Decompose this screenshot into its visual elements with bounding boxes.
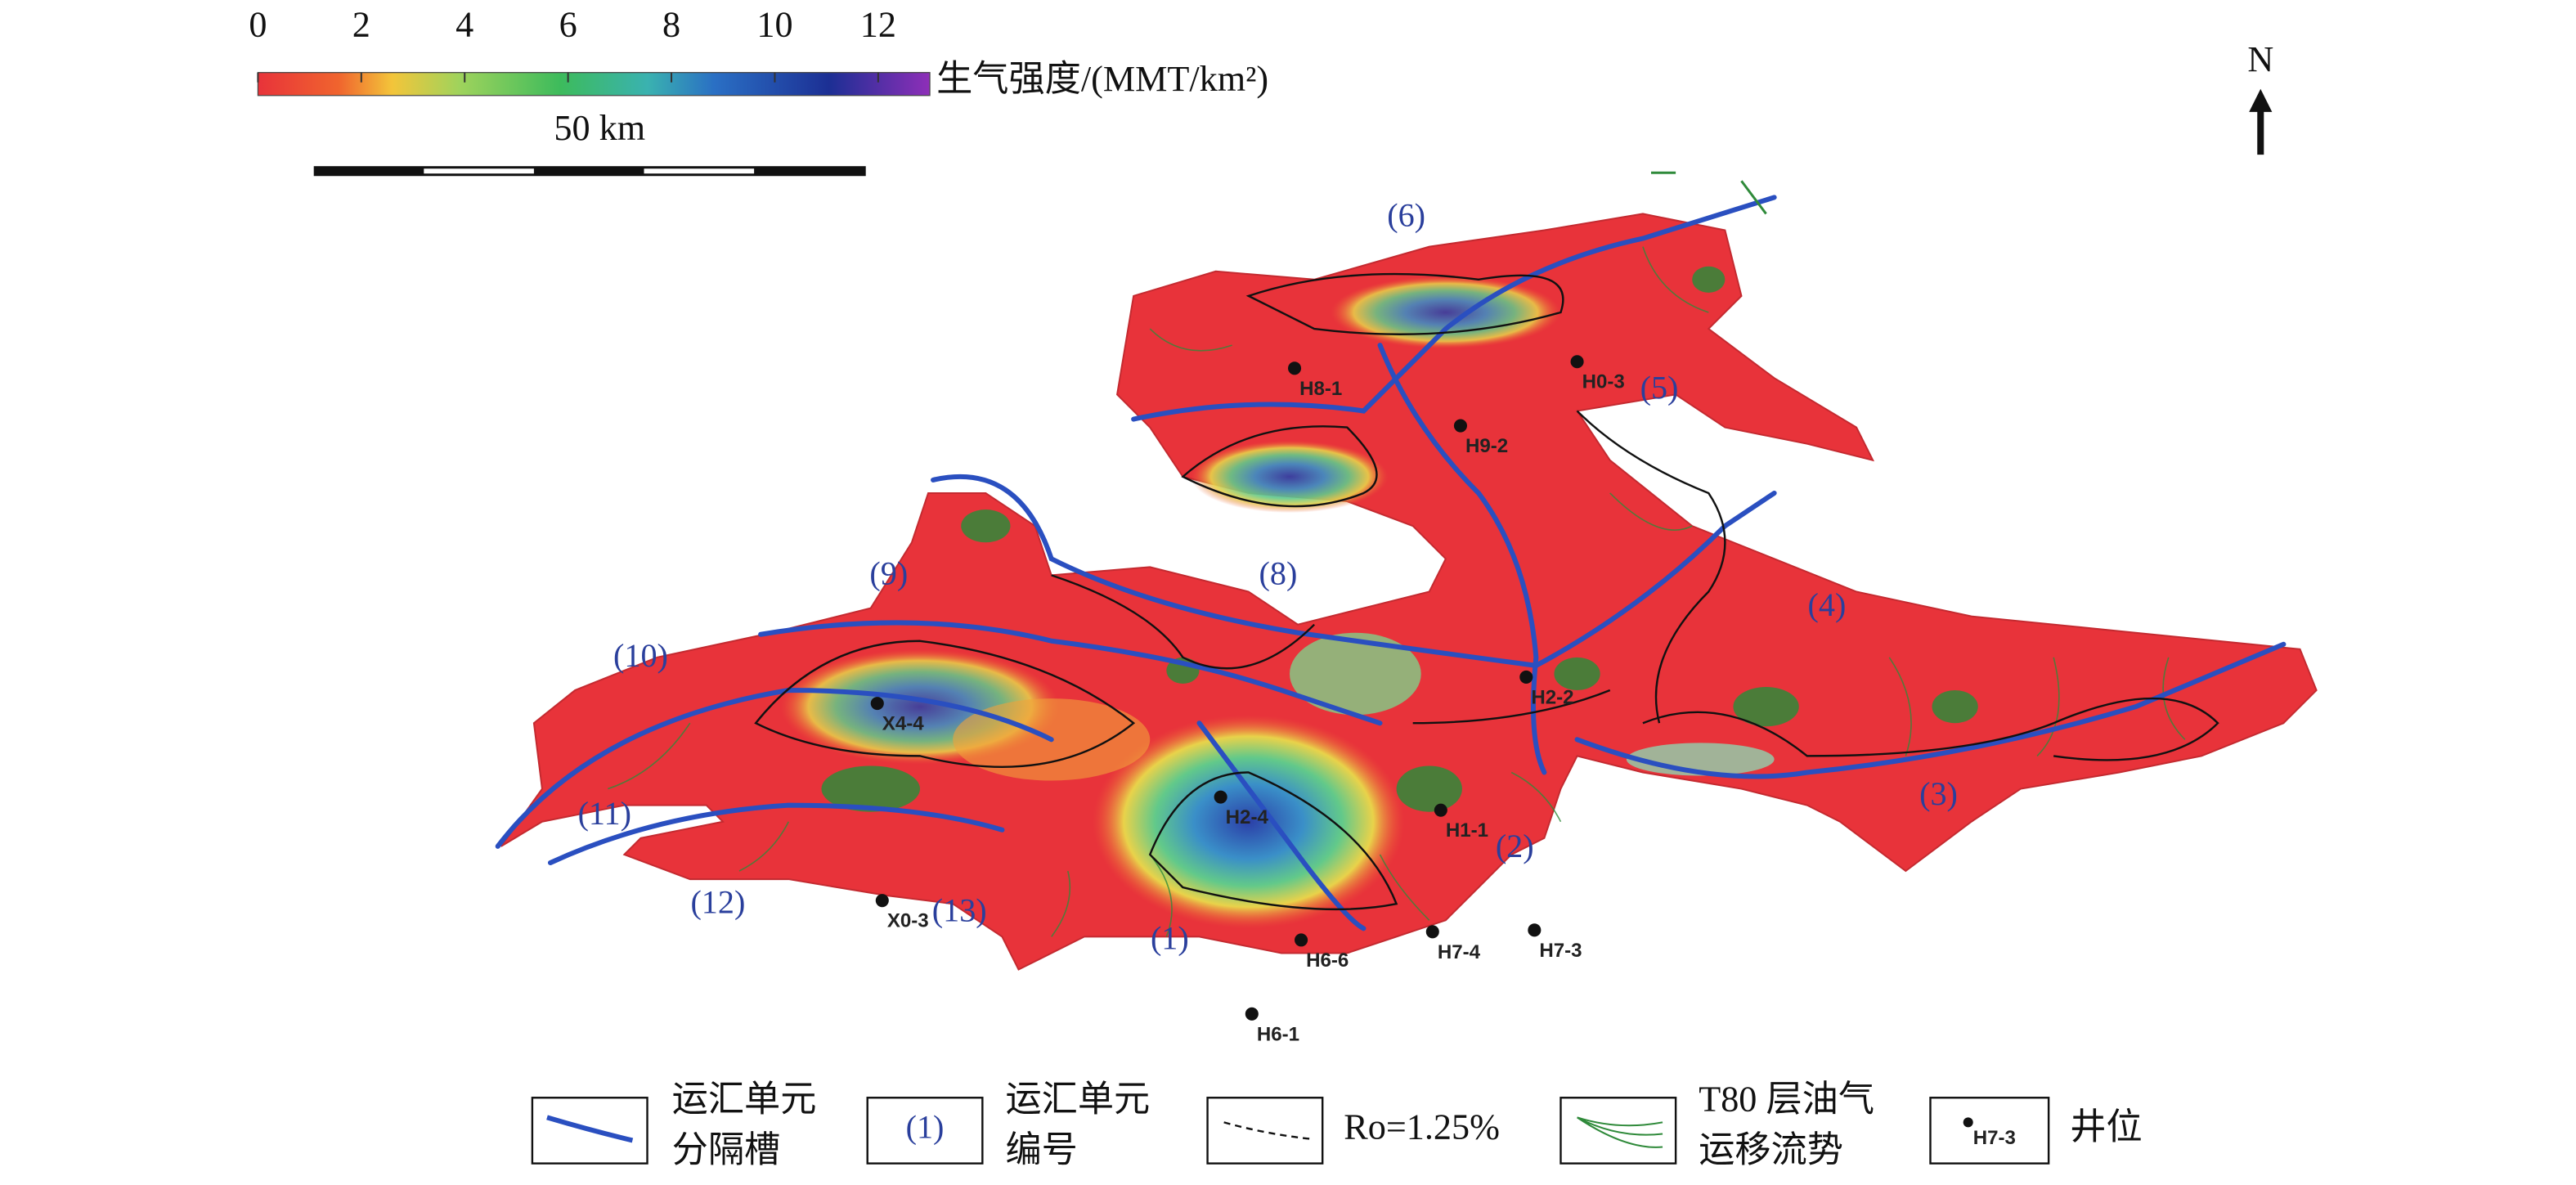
well-label: H6-1 xyxy=(1257,1023,1299,1045)
well-label: H7-4 xyxy=(1438,941,1481,963)
well-point xyxy=(1434,803,1447,817)
well-point xyxy=(1528,923,1542,937)
unit-labels: (1) (2) (3) (4) (5) (6) (8) (9) (10) (11) (12) (13) xyxy=(578,197,1958,957)
basin xyxy=(495,171,2318,971)
wells: H8-1 H0-3 H9-2 H2-2 X4-4 H2-4 H1-1 X0-3 H6-6 H7-4… xyxy=(870,355,1625,1045)
unit-label: (12) xyxy=(690,883,745,920)
well-point xyxy=(1519,670,1533,684)
unit-label: (9) xyxy=(869,555,908,592)
well-label: H1-1 xyxy=(1446,819,1488,842)
well-label: H2-4 xyxy=(1226,806,1269,828)
well-point xyxy=(1425,925,1439,939)
unit-label: (4) xyxy=(1808,586,1847,623)
well-label: X4-4 xyxy=(882,713,924,735)
well-label: H7-3 xyxy=(1539,940,1582,962)
legend-sample: (1) xyxy=(906,1109,945,1146)
unit-label: (8) xyxy=(1259,555,1298,592)
legend-text: 运汇单元 xyxy=(1005,1079,1150,1119)
legend-text: Ro=1.25% xyxy=(1344,1107,1500,1147)
north-label: N xyxy=(2247,39,2273,79)
colorbar-tick-label: 4 xyxy=(456,5,473,45)
colorbar-tick-label: 2 xyxy=(352,5,370,45)
well-point xyxy=(1214,790,1227,804)
well-point xyxy=(875,894,889,908)
north-arrow xyxy=(2249,88,2273,155)
legend-text: 井位 xyxy=(2070,1107,2142,1147)
scale-bar xyxy=(313,166,866,177)
well-label: H9-2 xyxy=(1465,435,1508,457)
unit-label: (2) xyxy=(1496,828,1534,864)
unit-label: (11) xyxy=(578,795,631,832)
legend-sample: H7-3 xyxy=(1973,1127,2016,1149)
colorbar-ticks: 0 2 4 6 8 10 12 xyxy=(249,5,896,83)
well-label: H2-2 xyxy=(1531,686,1573,708)
unit-label: (13) xyxy=(932,891,987,928)
legend-text: 分隔槽 xyxy=(672,1130,781,1170)
colorbar-tick-label: 10 xyxy=(756,5,792,45)
well-point xyxy=(1245,1007,1259,1021)
legend-text: 编号 xyxy=(1005,1130,1077,1170)
well-point xyxy=(1295,933,1308,947)
colorbar xyxy=(257,72,931,97)
legend-text: T80 层油气 xyxy=(1699,1079,1874,1119)
legend-text: 运移流势 xyxy=(1699,1130,1843,1170)
well-point xyxy=(870,697,884,711)
colorbar-label: 生气强度/(MMT/km²) xyxy=(936,59,1268,99)
unit-label: (6) xyxy=(1387,197,1425,234)
unit-label: (1) xyxy=(1151,920,1189,957)
scale-label: 50 km xyxy=(554,108,645,148)
unit-label: (10) xyxy=(613,637,668,674)
unit-label: (5) xyxy=(1640,370,1679,406)
colorbar-tick-label: 6 xyxy=(559,5,577,45)
well-label: X0-3 xyxy=(887,910,929,932)
well-label: H6-6 xyxy=(1306,949,1349,972)
colorbar-tick-label: 0 xyxy=(249,5,267,45)
well-label: H0-3 xyxy=(1582,371,1625,393)
well-point xyxy=(1288,361,1302,375)
well-point xyxy=(1570,355,1584,369)
colorbar-tick-label: 8 xyxy=(662,5,680,45)
well-label: H8-1 xyxy=(1299,378,1342,400)
colorbar-tick-label: 12 xyxy=(860,5,896,45)
legend-text: 运汇单元 xyxy=(672,1079,817,1119)
well-point xyxy=(1453,419,1467,433)
unit-label: (3) xyxy=(1919,775,1958,812)
